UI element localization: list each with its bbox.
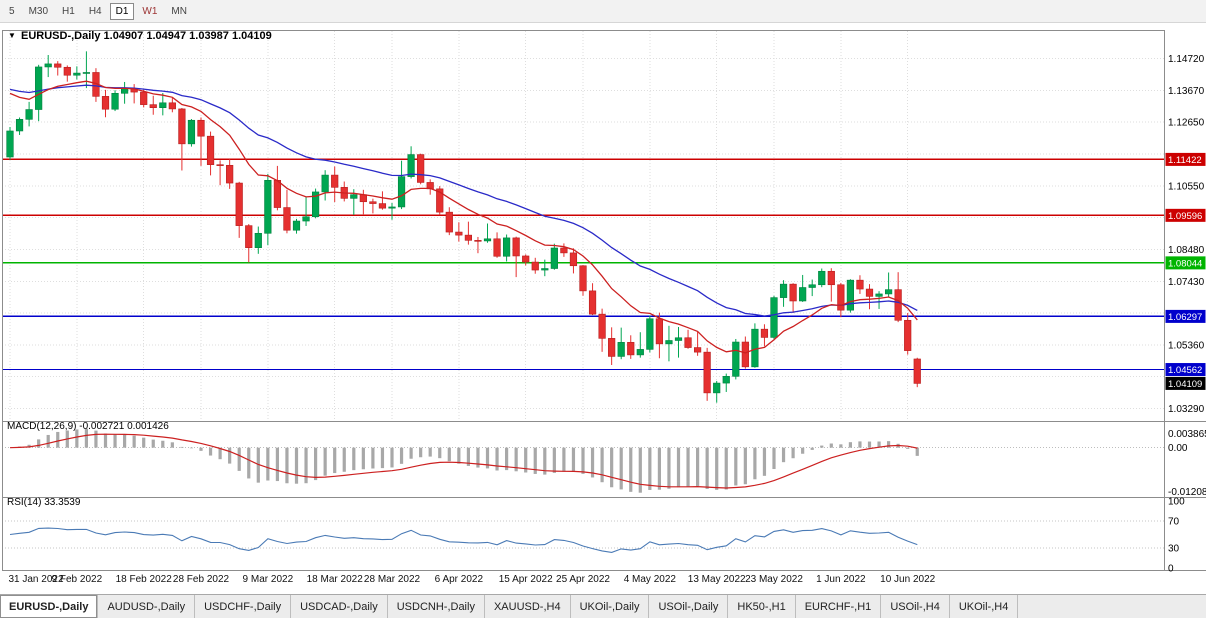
timeframe-button-5[interactable]: 5 — [9, 5, 15, 17]
level-price-tag: 1.04562 — [1165, 363, 1206, 377]
svg-text:18 Mar 2022: 18 Mar 2022 — [307, 574, 364, 585]
svg-text:0.00: 0.00 — [1168, 443, 1188, 454]
svg-text:13 May 2022: 13 May 2022 — [688, 574, 746, 585]
svg-text:28 Mar 2022: 28 Mar 2022 — [364, 574, 421, 585]
rsi-line — [9, 527, 918, 553]
svg-text:9 Feb 2022: 9 Feb 2022 — [52, 574, 103, 585]
chart-tab-ukoil-daily[interactable]: UKOil-,Daily — [570, 595, 650, 618]
svg-text:18 Feb 2022: 18 Feb 2022 — [116, 574, 173, 585]
chart-tab-audusd-daily[interactable]: AUDUSD-,Daily — [98, 595, 196, 618]
macd-axis-labels: 0.003865 0.00 -0.01208 — [1168, 429, 1206, 498]
svg-text:1.10550: 1.10550 — [1168, 182, 1205, 193]
svg-text:4 May 2022: 4 May 2022 — [624, 574, 677, 585]
svg-text:1.05360: 1.05360 — [1168, 341, 1205, 352]
timeframe-button-d1[interactable]: D1 — [109, 2, 135, 20]
timeframe-button-w1[interactable]: W1 — [142, 5, 158, 17]
chart-tab-xauusd-h4[interactable]: XAUUSD-,H4 — [484, 595, 571, 618]
svg-text:1.04109: 1.04109 — [1168, 379, 1202, 390]
svg-text:1.08480: 1.08480 — [1168, 245, 1205, 256]
svg-text:70: 70 — [1168, 517, 1180, 528]
timeframe-toolbar: 5 M30 H1 H4 D1 W1 MN — [0, 0, 1206, 23]
timeframe-button-m30[interactable]: M30 — [28, 5, 49, 17]
ma-fast-line — [9, 80, 918, 354]
svg-text:9 Mar 2022: 9 Mar 2022 — [243, 574, 294, 585]
svg-text:6 Apr 2022: 6 Apr 2022 — [435, 574, 484, 585]
svg-text:1.03290: 1.03290 — [1168, 404, 1205, 415]
rsi-level-lines — [2, 520, 1164, 549]
svg-text:31 Jan 2022: 31 Jan 2022 — [8, 574, 63, 585]
pane-borders — [2, 30, 1206, 571]
price-tags: 1.11422 1.09596 1.08044 1.06297 1.04562 1.041… — [1165, 152, 1206, 390]
svg-text:1.08044: 1.08044 — [1168, 258, 1202, 269]
svg-text:1.09596: 1.09596 — [1168, 211, 1202, 222]
svg-text:0: 0 — [1168, 564, 1174, 575]
svg-text:28 Feb 2022: 28 Feb 2022 — [173, 574, 230, 585]
svg-text:-0.01208: -0.01208 — [1168, 487, 1206, 498]
svg-text:1.04562: 1.04562 — [1168, 365, 1202, 376]
timeframe-button-h4[interactable]: H4 — [88, 5, 102, 17]
price-axis-labels: 1.14720 1.13670 1.12650 1.10550 1.08480 1.074… — [1168, 54, 1205, 415]
horizontal-level-lines[interactable] — [2, 158, 1164, 371]
chart-tabs-bar: EURUSD-,Daily AUDUSD-,Daily USDCHF-,Daily U… — [0, 594, 1206, 618]
svg-text:15 Apr 2022: 15 Apr 2022 — [499, 574, 553, 585]
chart-tab-usdchf-daily[interactable]: USDCHF-,Daily — [195, 595, 292, 618]
chart-tab-hk50-h1[interactable]: HK50-,H1 — [728, 595, 796, 618]
svg-text:1 Jun 2022: 1 Jun 2022 — [816, 574, 866, 585]
chart-tab-usdcnh-daily[interactable]: USDCNH-,Daily — [387, 595, 485, 618]
svg-text:1.12650: 1.12650 — [1168, 117, 1205, 128]
chart-tab-eurchf-h1[interactable]: EURCHF-,H1 — [795, 595, 882, 618]
macd-signal-line — [9, 433, 918, 489]
chart-tab-usoil-daily[interactable]: USOil-,Daily — [649, 595, 729, 618]
chart-tab-ukoil-h4[interactable]: UKOil-,H4 — [949, 595, 1019, 618]
svg-text:10 Jun 2022: 10 Jun 2022 — [880, 574, 935, 585]
level-price-tag: 1.09596 — [1165, 208, 1206, 222]
timeframe-button-h1[interactable]: H1 — [62, 5, 75, 17]
svg-text:1.06297: 1.06297 — [1168, 312, 1202, 323]
chart-tab-eurusd-daily[interactable]: EURUSD-,Daily — [0, 595, 99, 618]
level-price-tag: 1.11422 — [1165, 152, 1206, 166]
macd-histogram — [17, 428, 919, 493]
rsi-axis-labels: 100 70 30 0 — [1168, 497, 1185, 575]
candles-layer — [6, 51, 921, 403]
svg-text:1.14720: 1.14720 — [1168, 54, 1205, 65]
svg-text:100: 100 — [1168, 497, 1185, 508]
svg-text:30: 30 — [1168, 543, 1180, 554]
grid-layer — [2, 31, 1164, 420]
ma-slow-line — [9, 84, 918, 317]
svg-text:1.11422: 1.11422 — [1168, 155, 1202, 166]
timeframe-button-mn[interactable]: MN — [171, 5, 187, 17]
chart-tab-usoil-h4[interactable]: USOil-,H4 — [881, 595, 950, 618]
level-price-tag: 1.08044 — [1165, 256, 1206, 270]
svg-text:0.003865: 0.003865 — [1168, 429, 1206, 440]
level-price-tag: 1.06297 — [1165, 309, 1206, 323]
current-price-tag: 1.04109 — [1165, 376, 1206, 390]
chart-tab-usdcad-daily[interactable]: USDCAD-,Daily — [291, 595, 388, 618]
svg-text:23 May 2022: 23 May 2022 — [745, 574, 803, 585]
chart-canvas[interactable]: 1.14720 1.13670 1.12650 1.10550 1.08480 1.074… — [0, 22, 1206, 595]
svg-text:1.07430: 1.07430 — [1168, 277, 1205, 288]
svg-text:25 Apr 2022: 25 Apr 2022 — [556, 574, 610, 585]
svg-text:1.13670: 1.13670 — [1168, 86, 1205, 97]
